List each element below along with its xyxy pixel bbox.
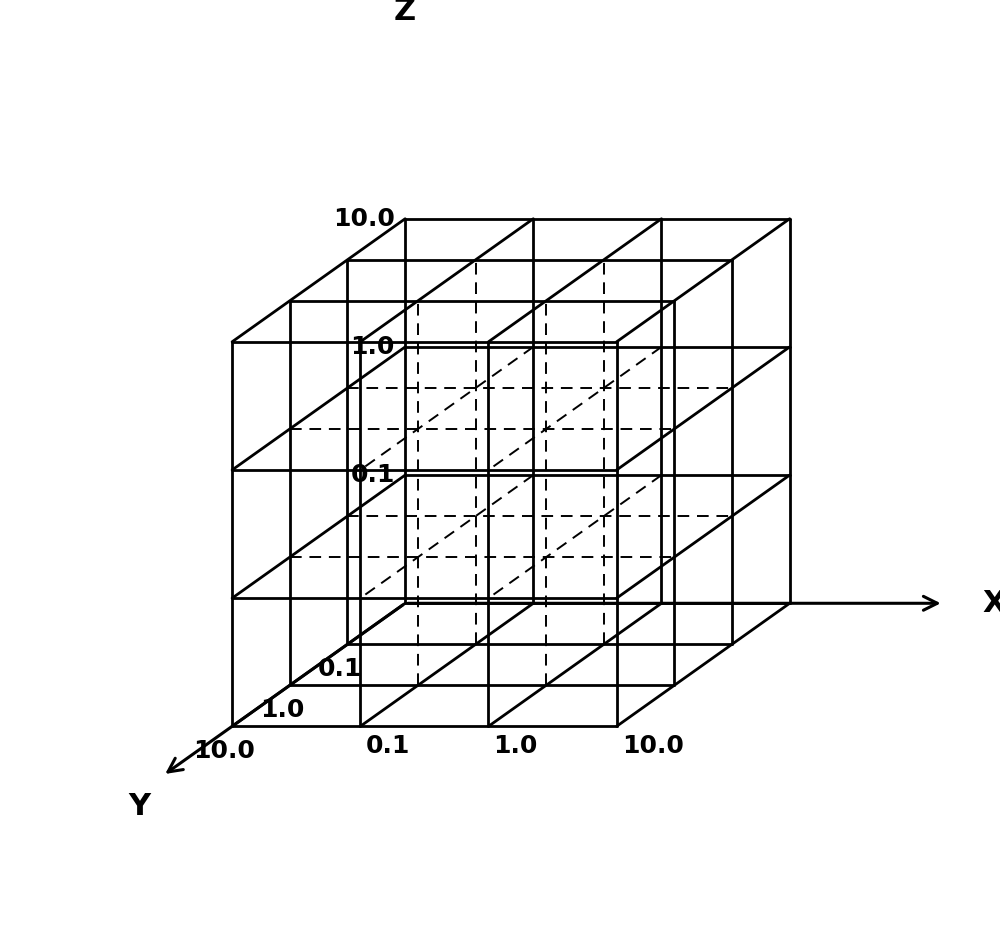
Text: 10.0: 10.0 (333, 206, 395, 231)
Text: 0.1: 0.1 (365, 734, 410, 758)
Text: Z: Z (394, 0, 416, 26)
Text: 0.1: 0.1 (318, 658, 362, 681)
Text: 10.0: 10.0 (622, 734, 684, 758)
Text: 1.0: 1.0 (260, 698, 304, 723)
Text: 0.1: 0.1 (351, 463, 395, 487)
Text: 1.0: 1.0 (494, 734, 538, 758)
Text: 10.0: 10.0 (193, 739, 255, 763)
Text: Y: Y (129, 792, 151, 821)
Text: X: X (982, 589, 1000, 618)
Text: 1.0: 1.0 (351, 335, 395, 359)
